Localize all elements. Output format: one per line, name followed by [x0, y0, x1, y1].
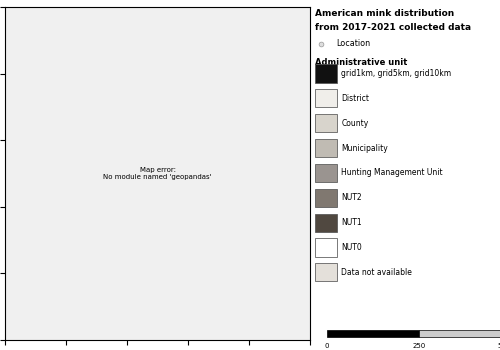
Text: Municipality: Municipality [341, 144, 388, 153]
Text: County: County [341, 119, 368, 128]
Text: NUT0: NUT0 [341, 243, 362, 252]
Bar [315, 64, 338, 83]
Bar [315, 263, 338, 281]
Bar [315, 114, 338, 132]
Text: American mink distribution: American mink distribution [315, 9, 454, 18]
Bar [327, 330, 419, 337]
Bar [315, 189, 338, 207]
Text: 0: 0 [324, 343, 329, 349]
Bar [315, 164, 338, 182]
Bar [315, 89, 338, 107]
Text: Data not available: Data not available [341, 268, 412, 277]
Bar [315, 238, 338, 257]
Text: 500 km: 500 km [498, 343, 500, 349]
Text: NUT1: NUT1 [341, 218, 362, 227]
Text: Hunting Management Unit: Hunting Management Unit [341, 168, 443, 177]
Text: Location: Location [336, 39, 370, 48]
Text: NUT2: NUT2 [341, 193, 362, 202]
Bar [315, 139, 338, 157]
Text: 250: 250 [412, 343, 426, 349]
Text: grid1km, grid5km, grid10km: grid1km, grid5km, grid10km [341, 69, 452, 78]
Bar [315, 214, 338, 232]
Text: Map error:
No module named 'geopandas': Map error: No module named 'geopandas' [104, 167, 212, 180]
Text: from 2017-2021 collected data: from 2017-2021 collected data [315, 23, 472, 32]
Text: District: District [341, 94, 369, 103]
Text: Administrative unit: Administrative unit [315, 58, 408, 67]
Bar [419, 330, 500, 337]
